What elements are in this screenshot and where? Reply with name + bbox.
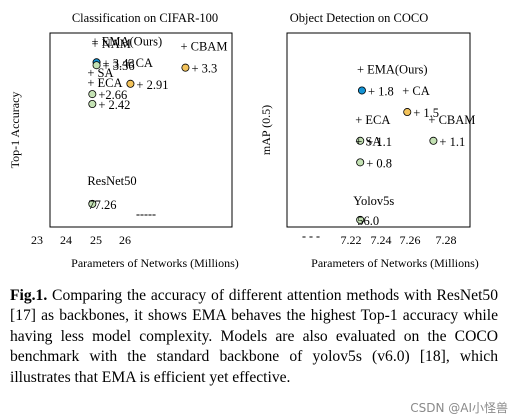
- point-model-label-0-3: + CA: [125, 56, 153, 70]
- data-point-0-4: [88, 90, 97, 99]
- point-value-label-0-3: + 2.91: [136, 78, 168, 92]
- chart-title-1: Object Detection on COCO: [290, 11, 429, 25]
- point-model-label-0-4: + SA: [87, 66, 113, 80]
- point-model-label-1-4: + SA: [355, 134, 381, 148]
- point-model-label-1-3: + CBAM: [428, 113, 475, 127]
- y-axis-label-0: Top-1 Accuracy: [8, 92, 22, 169]
- point-model-label-1-1: + CA: [402, 84, 430, 98]
- data-point-1-2: [356, 136, 365, 145]
- data-point-0-3: [126, 79, 135, 88]
- x-axis-label-1: Parameters of Networks (Millions): [311, 256, 479, 270]
- x-tick-label-0-0: 23: [31, 233, 43, 247]
- x-tick-label-1-3: 7.28: [436, 233, 457, 247]
- point-value-label-0-0: + 3.43: [103, 56, 135, 70]
- data-point-1-4: [356, 158, 365, 167]
- point-value-label-0-5: + 2.42: [98, 98, 130, 112]
- x-tick-label-1-2: 7.26: [400, 233, 421, 247]
- x-tick-label-1-0: 7.22: [341, 233, 362, 247]
- point-model-label-1-0: + EMA(Ours): [357, 62, 428, 76]
- plot-frame-0: [49, 32, 233, 228]
- point-value-label-1-4: + 0.8: [366, 156, 392, 170]
- point-value-label-0-4: +2.66: [98, 88, 127, 102]
- data-point-0-5: [88, 99, 97, 108]
- data-point-0-2: [181, 63, 190, 72]
- plot-frame-1: [286, 32, 471, 228]
- data-point-1-3: [429, 136, 438, 145]
- x-tick-label-1-1: 7.24: [371, 233, 392, 247]
- point-value-label-1-0: + 1.8: [368, 84, 394, 98]
- caption-text: Comparing the accuracy of different atte…: [10, 287, 498, 386]
- point-model-label-0-5: + ECA: [87, 76, 122, 90]
- x-axis-label-0: Parameters of Networks (Millions): [71, 256, 239, 270]
- point-value-label-1-2: + 1.1: [366, 135, 392, 149]
- watermark: CSDN @AI小怪兽: [410, 401, 508, 415]
- point-value-label-1-1: + 1.5: [413, 106, 439, 120]
- data-point-0-6: [88, 199, 97, 208]
- x-tick-label-0-2: 25: [90, 233, 102, 247]
- point-model-label-0-6: ResNet50: [87, 174, 136, 188]
- point-value-label-0-2: + 3.3: [191, 62, 217, 76]
- axis-break-mark-1: - - -: [302, 229, 320, 243]
- point-value-label-1-3: + 1.1: [439, 135, 465, 149]
- caption-fig-label: Fig.1.: [10, 287, 48, 304]
- point-value-label-0-6: 77.26: [88, 198, 116, 212]
- data-point-1-5: [356, 215, 365, 224]
- figure-caption: Fig.1. Comparing the accuracy of differe…: [10, 286, 498, 388]
- x-tick-label-0-3: 26: [119, 233, 131, 247]
- chart-title-0: Classification on CIFAR-100: [72, 11, 218, 25]
- point-model-label-0-0: + EMA(Ours): [92, 34, 163, 48]
- charts-figure: Classification on CIFAR-100 Parameters of…: [8, 11, 479, 270]
- point-value-label-0-1: + 3.36: [103, 59, 135, 73]
- axis-break-mark-0: -----: [136, 207, 156, 221]
- data-point-1-1: [403, 108, 412, 117]
- data-point-1-0: [357, 86, 366, 95]
- data-point-0-1: [92, 61, 101, 70]
- x-tick-label-0-1: 24: [60, 233, 72, 247]
- point-model-label-1-5: Yolov5s: [353, 194, 394, 208]
- point-model-label-0-1: + NAM: [92, 37, 131, 51]
- point-value-label-1-5: 56.0: [357, 214, 379, 228]
- point-model-label-0-2: + CBAM: [180, 40, 227, 54]
- y-axis-label-1: mAP (0.5): [259, 105, 273, 155]
- point-model-label-1-2: + ECA: [355, 113, 390, 127]
